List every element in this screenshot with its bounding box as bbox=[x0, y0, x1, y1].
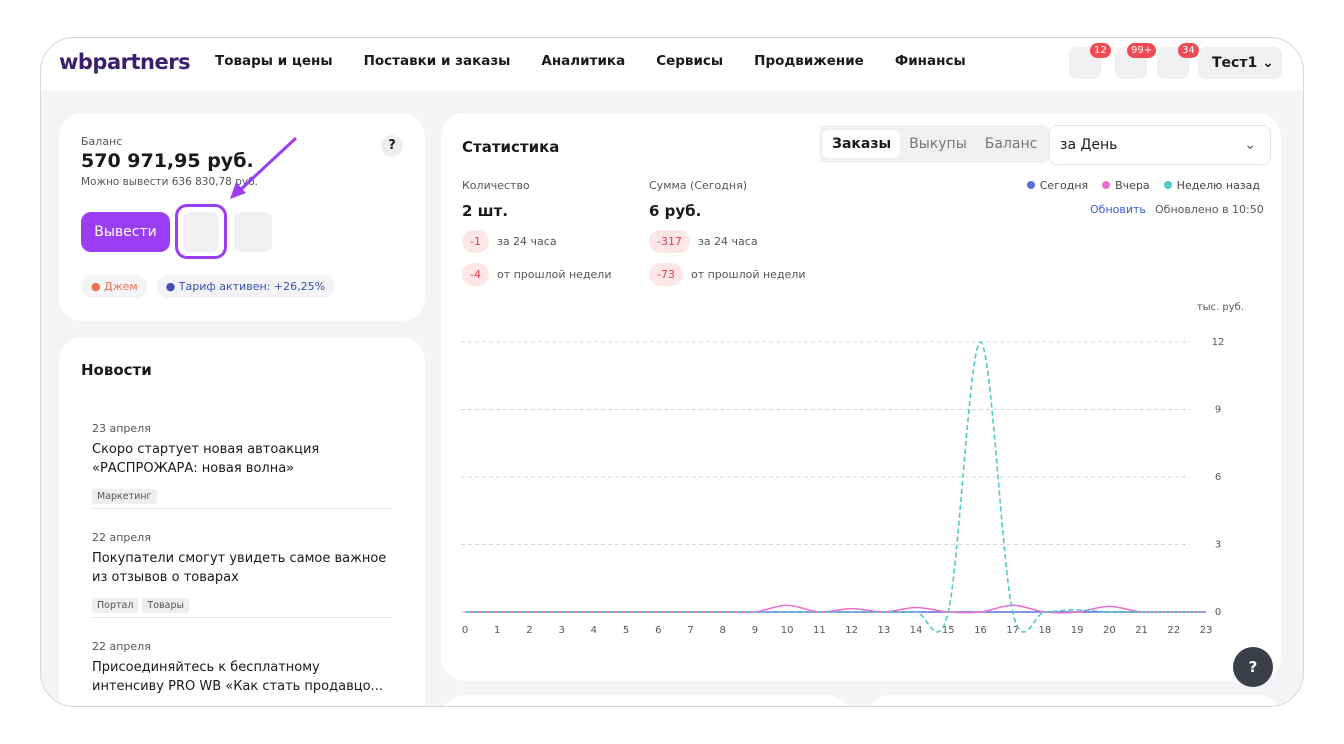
balance-amount: 570 971,95 руб. bbox=[81, 150, 254, 172]
nav-item[interactable]: Финансы bbox=[894, 53, 966, 69]
header: wbpartners Товары и цены Поставки и заказ… bbox=[41, 38, 1303, 91]
nav-item[interactable]: Поставки и заказы bbox=[363, 53, 511, 69]
help-icon[interactable]: ? bbox=[381, 135, 403, 157]
badge: 12 bbox=[1090, 43, 1111, 58]
legend-dot bbox=[1163, 181, 1172, 189]
report-button[interactable] bbox=[183, 212, 219, 252]
nav-item[interactable]: Аналитика bbox=[541, 53, 626, 69]
logo[interactable]: wbpartners bbox=[59, 50, 191, 74]
separator bbox=[92, 508, 392, 509]
metric-label: Сумма (Сегодня) bbox=[649, 179, 747, 192]
change-chip: -1 bbox=[462, 230, 489, 253]
metric-value: 6 руб. bbox=[649, 202, 702, 220]
highlight bbox=[175, 204, 227, 259]
legend-item: Неделю назад bbox=[1163, 179, 1260, 192]
help-button[interactable]: ? bbox=[1233, 647, 1273, 687]
change-row: -73 от прошлой недели bbox=[649, 263, 806, 286]
legend-dot bbox=[1026, 181, 1035, 189]
refresh-link[interactable]: Обновить bbox=[1090, 203, 1146, 216]
legend: Сегодня Вчера Неделю назад bbox=[1026, 179, 1260, 192]
metric-label: Количество bbox=[462, 179, 530, 192]
change-row: -4 от прошлой недели bbox=[462, 263, 612, 286]
tag: Портал bbox=[92, 598, 139, 613]
period-select[interactable]: за День ⌄ bbox=[1049, 125, 1271, 165]
badge: 99+ bbox=[1127, 43, 1157, 58]
change-chip: -317 bbox=[649, 230, 690, 253]
news-item[interactable]: 23 апреля Скоро стартует новая автоакция … bbox=[92, 422, 392, 522]
user-menu[interactable]: Тест1 ⌄ bbox=[1198, 47, 1282, 79]
legend-label: Вчера bbox=[1115, 179, 1150, 192]
tag-text: Тариф активен: +26,25% bbox=[178, 280, 326, 293]
card bbox=[867, 695, 1281, 706]
change-label: за 24 часа bbox=[496, 235, 557, 248]
tab[interactable]: Заказы bbox=[823, 130, 901, 158]
nav-item[interactable]: Продвижение bbox=[754, 53, 864, 69]
news-date: 22 апреля bbox=[92, 640, 151, 653]
stats-title: Статистика bbox=[462, 138, 560, 156]
change-label: от прошлой недели bbox=[496, 268, 612, 281]
legend-label: Неделю назад bbox=[1176, 179, 1260, 192]
separator bbox=[92, 617, 392, 618]
tab[interactable]: Выкупы bbox=[909, 136, 967, 152]
news-card: Новости 23 апреля Скоро стартует новая ав… bbox=[59, 337, 425, 706]
tag: ● Тариф активен: +26,25% bbox=[155, 275, 336, 298]
tab[interactable]: Баланс bbox=[984, 136, 1038, 152]
news-title: Новости bbox=[81, 361, 152, 379]
news-item[interactable]: 22 апреля Покупатели смогут увидеть самое… bbox=[92, 531, 392, 631]
news-headline: Скоро стартует новая автоакция «РАСПРОЖА… bbox=[92, 442, 320, 476]
news-item[interactable]: 22 апреля Присоединяйтесь к бесплатному и… bbox=[92, 640, 392, 706]
news-tags: Портал Товары bbox=[92, 593, 392, 613]
change-row: -1 за 24 часа bbox=[462, 230, 557, 253]
news-date: 23 апреля bbox=[92, 422, 151, 435]
tag: Маркетинг bbox=[92, 489, 157, 504]
change-row: -317 за 24 часа bbox=[649, 230, 758, 253]
nav-item[interactable]: Товары и цены bbox=[215, 53, 333, 69]
tag: Товары bbox=[142, 598, 189, 613]
tabs: Заказы Выкупы Баланс bbox=[819, 125, 1051, 163]
stats-card: Статистика Заказы Выкупы Баланс за День ⌄ К… bbox=[441, 113, 1281, 681]
news-headline: Покупатели смогут увидеть самое важное и… bbox=[92, 551, 387, 585]
card bbox=[441, 695, 851, 706]
change-label: за 24 часа bbox=[697, 235, 758, 248]
history-button[interactable] bbox=[234, 212, 272, 252]
tag: ● Джем bbox=[81, 275, 148, 298]
balance-label: Баланс bbox=[81, 135, 123, 148]
change-chip: -73 bbox=[649, 263, 683, 286]
app-frame: wbpartners Товары и цены Поставки и заказ… bbox=[40, 37, 1304, 707]
badge: 34 bbox=[1178, 43, 1199, 58]
withdraw-button[interactable]: Вывести bbox=[81, 212, 170, 252]
withdrawable: Можно вывести 636 830,78 руб. bbox=[81, 176, 258, 188]
news-tags: Маркетинг bbox=[92, 484, 392, 504]
nav-item[interactable]: Сервисы bbox=[656, 53, 724, 69]
nav: Товары и цены Поставки и заказы Аналитика С… bbox=[215, 53, 966, 69]
change-chip: -4 bbox=[462, 263, 489, 286]
legend-item: Вчера bbox=[1102, 179, 1150, 192]
user-name: Тест1 bbox=[1212, 55, 1258, 71]
legend-item: Сегодня bbox=[1026, 179, 1089, 192]
updated-time: Обновлено в 10:50 bbox=[1155, 203, 1264, 216]
news-headline: Присоединяйтесь к бесплатному интенсиву … bbox=[92, 660, 383, 694]
metric-value: 2 шт. bbox=[462, 202, 508, 220]
tag-text: Джем bbox=[104, 280, 138, 293]
period: за День bbox=[1060, 137, 1118, 153]
legend-label: Сегодня bbox=[1039, 179, 1089, 192]
news-tags: Маркетинг bbox=[92, 702, 392, 706]
change-label: от прошлой недели bbox=[690, 268, 806, 281]
balance-tags: ● Джем ● Тариф активен: +26,25% bbox=[81, 275, 336, 298]
news-date: 22 апреля bbox=[92, 531, 151, 544]
legend-dot bbox=[1102, 181, 1111, 189]
balance-card: Баланс 570 971,95 руб. Можно вывести 636… bbox=[59, 113, 425, 321]
